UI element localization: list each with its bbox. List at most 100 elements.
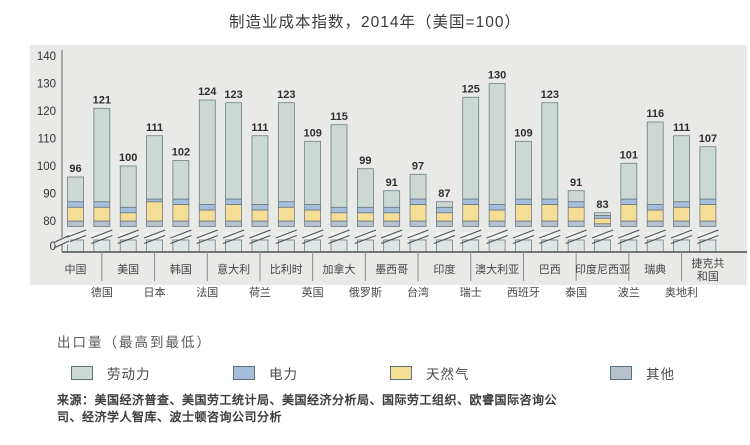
bar-segment-电力	[620, 198, 638, 205]
bar-break-gap	[224, 232, 243, 239]
bar-group: 123	[539, 89, 561, 253]
bar-break-mark	[249, 229, 271, 239]
bar-segment-电力	[383, 206, 401, 214]
x-category-label: 美国	[117, 263, 139, 276]
bar-segment-其他	[330, 220, 348, 227]
x-category-label: 加拿大	[323, 262, 356, 276]
bar-break-gap	[593, 232, 612, 239]
bar-value-label: 111	[251, 122, 268, 134]
bar-group: 91	[380, 177, 403, 253]
bar-segment-其他	[567, 220, 585, 227]
bar-break-gap	[435, 232, 454, 239]
bar-break-mark	[117, 234, 139, 245]
bar-break-mark	[591, 229, 614, 239]
bar-segment-天然气	[198, 209, 216, 222]
bar-segment-天然气	[567, 206, 585, 222]
bar-break-mark	[670, 234, 693, 245]
bar-value-label: 109	[303, 127, 321, 139]
bar-segment-劳动力	[567, 190, 585, 203]
x-category-label: 瑞士	[460, 285, 482, 299]
x-category-label: 印度	[433, 262, 455, 276]
bar-segment-天然气	[172, 204, 190, 222]
bar-break-mark	[222, 234, 245, 245]
bar-segment-其他	[93, 220, 111, 227]
bar-group: 115	[328, 111, 350, 253]
bar-group: 109	[512, 127, 535, 253]
y-axis-break-mark	[53, 240, 70, 249]
bar-break-mark	[91, 234, 113, 245]
bar-value-label: 91	[570, 177, 582, 189]
bar-segment-电力	[594, 215, 611, 219]
bar-value-label: 102	[172, 147, 190, 159]
bar-value-label: 99	[359, 155, 371, 167]
legend-heading: 出口量（最高到最低）	[57, 335, 212, 350]
bar-group: 111	[249, 122, 271, 253]
bar-segment-劳动力	[304, 140, 321, 205]
bar-value-label: 107	[699, 133, 717, 145]
bar-break-mark	[354, 229, 377, 239]
bar-segment-电力	[462, 198, 480, 205]
y-tick-label: 140	[37, 51, 56, 63]
bar-break-mark	[644, 234, 666, 245]
bar-segment-其他	[462, 220, 480, 227]
x-category-label: 波兰	[618, 286, 640, 299]
bar-break-mark	[512, 229, 535, 239]
bar-segment-天然气	[436, 212, 453, 222]
x-category-label: 荷兰	[249, 286, 271, 299]
bar-segment-劳动力	[436, 201, 453, 208]
bar-segment-天然气	[646, 209, 664, 222]
bar-break-mark	[433, 234, 456, 245]
bar-group: 100	[117, 152, 139, 253]
bar-segment-其他	[277, 220, 295, 227]
x-category-label: 澳大利亚	[475, 262, 519, 276]
bar-break-mark	[275, 229, 298, 239]
y-axis-break-gap	[55, 237, 70, 245]
bar-segment-天然气	[699, 204, 717, 222]
chart-title: 制造业成本指数，2014年（美国=100）	[229, 14, 521, 31]
bar-break-mark	[565, 234, 587, 245]
stacked-bar-chart: 140 130 120 110 100 90 80 0 96 121 100 111 102 124 123…	[30, 45, 747, 299]
x-category-label: 比利时	[270, 263, 303, 276]
bar-segment-天然气	[119, 212, 137, 222]
bar-segment-电力	[277, 201, 295, 208]
legend-item-labor: 劳动力	[71, 363, 151, 383]
bar-segment-劳动力	[251, 135, 269, 205]
bar-value-label: 123	[541, 89, 559, 101]
bar-break-mark	[222, 229, 245, 239]
bar-segment-其他	[436, 220, 453, 227]
bar-value-label: 101	[620, 149, 638, 161]
bar-break-gap	[461, 232, 480, 239]
bar-segment-天然气	[277, 206, 295, 222]
bar-break-mark	[328, 234, 350, 245]
bar-break-gap	[198, 232, 217, 239]
bar-break-mark	[591, 234, 614, 245]
bar-value-label: 91	[386, 177, 398, 189]
bar-break-mark	[697, 229, 719, 239]
bar-segment-天然气	[225, 204, 242, 222]
labor-swatch-icon	[71, 366, 93, 380]
x-category-label: 台湾	[407, 285, 429, 299]
bar-segment-天然气	[67, 206, 84, 222]
bar-segment-电力	[646, 204, 664, 211]
bar-break-gap	[409, 232, 428, 239]
x-category-label: 瑞典	[644, 262, 666, 276]
legend-label: 电力	[269, 367, 298, 382]
x-category-label: 俄罗斯	[349, 286, 382, 299]
other-swatch-icon	[610, 366, 632, 380]
bar-break-mark	[249, 234, 271, 245]
bar-value-label: 111	[673, 122, 690, 134]
bar-segment-电力	[409, 198, 427, 205]
natural-gas-swatch-icon	[390, 366, 412, 380]
bar-segment-其他	[620, 220, 638, 227]
bar-segment-天然气	[383, 212, 401, 222]
bar-break-mark	[170, 229, 192, 239]
bar-break-gap	[514, 232, 533, 239]
bar-group: 111	[143, 122, 166, 253]
legend-item-other: 其他	[610, 363, 675, 383]
x-category-label: 墨西哥	[375, 263, 408, 276]
bar-segment-电力	[198, 204, 216, 211]
bar-break-gap	[145, 232, 164, 239]
bar-segment-其他	[541, 220, 559, 227]
y-axis-break-mark	[53, 234, 70, 244]
